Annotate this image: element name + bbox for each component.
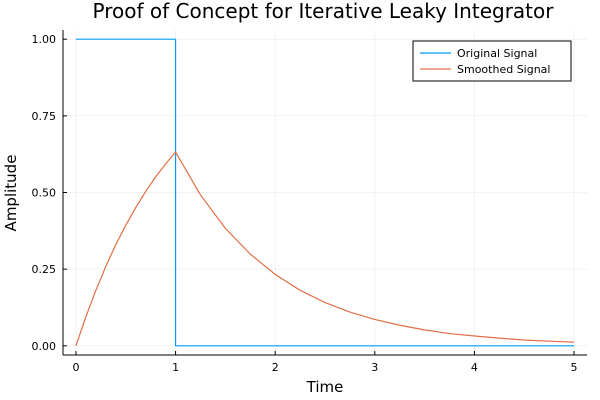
y-tick-label: 0.00 [32,340,57,353]
y-tick-label: 1.00 [32,33,57,46]
x-tick-label: 2 [272,361,279,374]
y-tick-label: 0.25 [32,263,57,276]
series-line-smoothed-signal [75,151,575,346]
axes: 0 1 2 3 4 5 0.00 0.25 0.50 0.75 1.00 [32,30,587,374]
chart-title: Proof of Concept for Iterative Leaky Int… [93,0,555,23]
x-tick-label: 0 [72,361,79,374]
x-tick-label: 5 [571,361,578,374]
x-tick-label: 4 [471,361,478,374]
legend-box [412,40,572,82]
x-tick-label: 1 [172,361,179,374]
y-tick-label: 0.75 [32,110,57,123]
x-tick-label: 3 [371,361,378,374]
series-line-original-signal [75,38,575,347]
series-layer [75,38,575,347]
y-tick-label: 0.50 [32,187,57,200]
y-axis-title: Amplitude [2,155,20,232]
legend: Original Signal Smoothed Signal [412,40,572,82]
legend-label: Original Signal [457,47,537,60]
x-axis-title: Time [306,378,344,396]
legend-label: Smoothed Signal [457,63,550,76]
